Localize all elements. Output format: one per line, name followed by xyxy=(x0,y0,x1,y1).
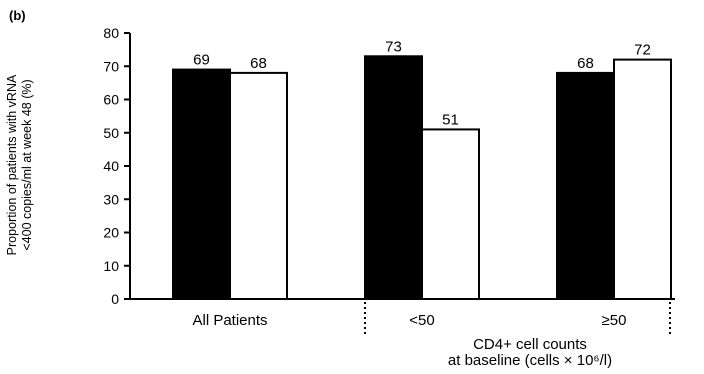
x-category-below-50: <50 xyxy=(409,312,435,329)
y-tick-label-0: 0 xyxy=(111,291,119,307)
x-axis-title-line-2: at baseline (cells × 10⁶/l) xyxy=(447,352,613,369)
y-tick-label-30: 30 xyxy=(103,191,119,207)
bar-series1-cat1 xyxy=(172,68,231,300)
bar-value-label-series2-cat2: 51 xyxy=(442,111,459,128)
bar-value-label-series1-cat3: 68 xyxy=(577,55,594,72)
y-tick-label-80: 80 xyxy=(103,25,119,41)
bar-value-label-series1-cat2: 73 xyxy=(385,38,402,55)
y-tick-label-40: 40 xyxy=(103,158,119,174)
bar-series2-cat3 xyxy=(613,58,672,300)
bar-series2-cat1 xyxy=(229,71,288,301)
y-tick-label-10: 10 xyxy=(103,258,119,274)
y-tick-label-50: 50 xyxy=(103,125,119,141)
bar-series2-cat2 xyxy=(421,128,480,300)
bar-value-label-series2-cat3: 72 xyxy=(634,42,651,59)
x-category-at-least-50: ≥50 xyxy=(601,312,627,329)
bar-series1-cat3 xyxy=(556,71,615,301)
panel-label: (b) xyxy=(9,8,26,23)
bar-value-label-series2-cat1: 68 xyxy=(250,55,267,72)
y-tick-label-20: 20 xyxy=(103,225,119,241)
x-axis-title: CD4+ cell counts at baseline (cells × 10… xyxy=(448,337,612,369)
x-axis-title-line-1: CD4+ cell counts xyxy=(473,336,587,353)
x-category-all-patients: All Patients xyxy=(192,312,268,329)
y-tick-label-60: 60 xyxy=(103,92,119,108)
bar-value-label-series1-cat1: 69 xyxy=(193,52,210,69)
bar-series1-cat2 xyxy=(364,55,423,301)
y-tick-label-70: 70 xyxy=(103,58,119,74)
